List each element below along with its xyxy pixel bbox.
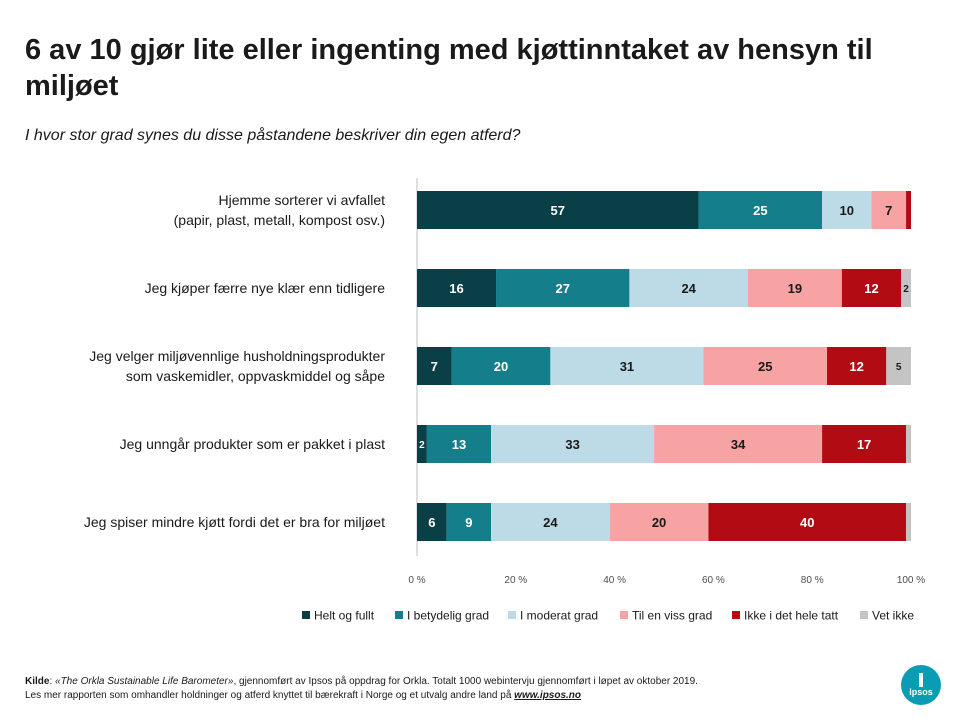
legend-swatch — [732, 611, 740, 619]
data-label: 24 — [543, 515, 558, 530]
category-label: Jeg unngår produkter som er pakket i pla… — [120, 436, 385, 452]
x-tick-label: 20 % — [504, 575, 527, 586]
category-label: som vaskemidler, oppvaskmiddel og såpe — [126, 368, 385, 384]
legend-swatch — [508, 611, 516, 619]
data-label: 9 — [465, 515, 472, 530]
bar-segment — [446, 503, 492, 541]
x-tick-label: 60 % — [702, 575, 725, 586]
bar-segment — [426, 425, 492, 463]
data-label: 6 — [428, 515, 435, 530]
legend-swatch — [395, 611, 403, 619]
data-label: 12 — [864, 281, 878, 296]
bar-segment — [906, 191, 911, 229]
bar-segment — [871, 191, 907, 229]
legend-swatch — [302, 611, 310, 619]
category-label: Jeg velger miljøvennlige husholdningspro… — [89, 348, 385, 364]
page-title: 6 av 10 gjør lite eller ingenting med kj… — [25, 34, 873, 102]
bar-segment — [496, 269, 630, 307]
bar-segment — [417, 191, 699, 229]
bar-segment — [901, 269, 911, 307]
bar-segment — [491, 503, 610, 541]
bar-segment — [841, 269, 902, 307]
data-label: 25 — [758, 359, 772, 374]
data-label: 34 — [731, 437, 746, 452]
bar-segment — [822, 191, 872, 229]
bar-segment — [822, 425, 907, 463]
data-label: 31 — [620, 359, 634, 374]
source-title: «The Orkla Sustainable Life Barometer» — [55, 676, 234, 687]
bar-segment — [747, 269, 842, 307]
bar-segment — [417, 347, 452, 385]
legend-swatch — [860, 611, 868, 619]
stacked-bar-chart: Hjemme sorterer vi avfallet (papir, plast… — [84, 178, 925, 623]
category-label: (papir, plast, metall, kompost osv.) — [174, 212, 385, 228]
x-tick-label: 40 % — [603, 575, 626, 586]
legend-label: Helt og fullt — [314, 609, 375, 623]
bar-segment — [698, 191, 823, 229]
legend-label: Vet ikke — [872, 609, 914, 623]
source-line: Kilde: «The Orkla Sustainable Life Barom… — [25, 676, 698, 687]
bar-segment — [629, 269, 748, 307]
page-subtitle: I hvor stor grad synes du disse påstande… — [25, 127, 521, 144]
bar-segment — [609, 503, 709, 541]
data-label: 20 — [652, 515, 666, 530]
x-tick-label: 100 % — [897, 575, 925, 586]
data-label: 57 — [551, 203, 565, 218]
data-label: 20 — [494, 359, 508, 374]
more-info-text: Les mer rapporten som omhandler holdning… — [25, 690, 515, 701]
data-label: 40 — [800, 515, 814, 530]
x-tick-label: 0 % — [408, 575, 425, 586]
data-label: 5 — [896, 362, 902, 373]
category-label: Jeg spiser mindre kjøtt fordi det er bra… — [84, 514, 385, 530]
data-label: 2 — [419, 440, 425, 451]
data-label: 25 — [753, 203, 767, 218]
data-label: 7 — [431, 359, 438, 374]
bar-segment — [906, 425, 911, 463]
data-label: 2 — [903, 284, 909, 295]
x-tick-label: 80 % — [801, 575, 824, 586]
category-label: Hjemme sorterer vi avfallet — [219, 192, 386, 208]
data-label: 10 — [840, 203, 854, 218]
data-label: 33 — [565, 437, 579, 452]
ipsos-logo: Ipsos — [901, 665, 941, 705]
bar-segment — [703, 347, 828, 385]
legend-label: I betydelig grad — [407, 609, 489, 623]
bar-segment — [491, 425, 655, 463]
data-label: 17 — [857, 437, 871, 452]
data-label: 7 — [885, 203, 892, 218]
more-info-line: Les mer rapporten som omhandler holdning… — [25, 689, 875, 703]
logo-mark-icon — [919, 673, 923, 687]
data-label: 12 — [849, 359, 863, 374]
legend-label: Ikke i det hele tatt — [744, 609, 839, 623]
data-label: 13 — [452, 437, 466, 452]
source-text: , gjennomført av Ipsos på oppdrag for Or… — [233, 676, 698, 687]
bar-segment — [417, 269, 497, 307]
bar-segment — [417, 425, 427, 463]
data-label: 27 — [555, 281, 569, 296]
logo-text: Ipsos — [909, 687, 933, 697]
bar-segment — [550, 347, 704, 385]
legend-swatch — [620, 611, 628, 619]
ipsos-link[interactable]: www.ipsos.no — [514, 690, 582, 701]
bar-segment — [827, 347, 887, 385]
bar-segment — [451, 347, 551, 385]
data-label: 16 — [449, 281, 463, 296]
source-label: Kilde — [25, 676, 50, 687]
bar-segment — [886, 347, 911, 385]
bar-segment — [654, 425, 823, 463]
data-label: 24 — [681, 281, 696, 296]
bar-segment — [417, 503, 447, 541]
bar-segment — [708, 503, 907, 541]
data-label: 19 — [788, 281, 802, 296]
legend-label: I moderat grad — [520, 609, 598, 623]
source-footer: Kilde: «The Orkla Sustainable Life Barom… — [25, 675, 875, 703]
bar-segment — [906, 503, 911, 541]
category-label: Jeg kjøper færre nye klær enn tidligere — [145, 280, 386, 296]
legend-label: Til en viss grad — [632, 609, 712, 623]
